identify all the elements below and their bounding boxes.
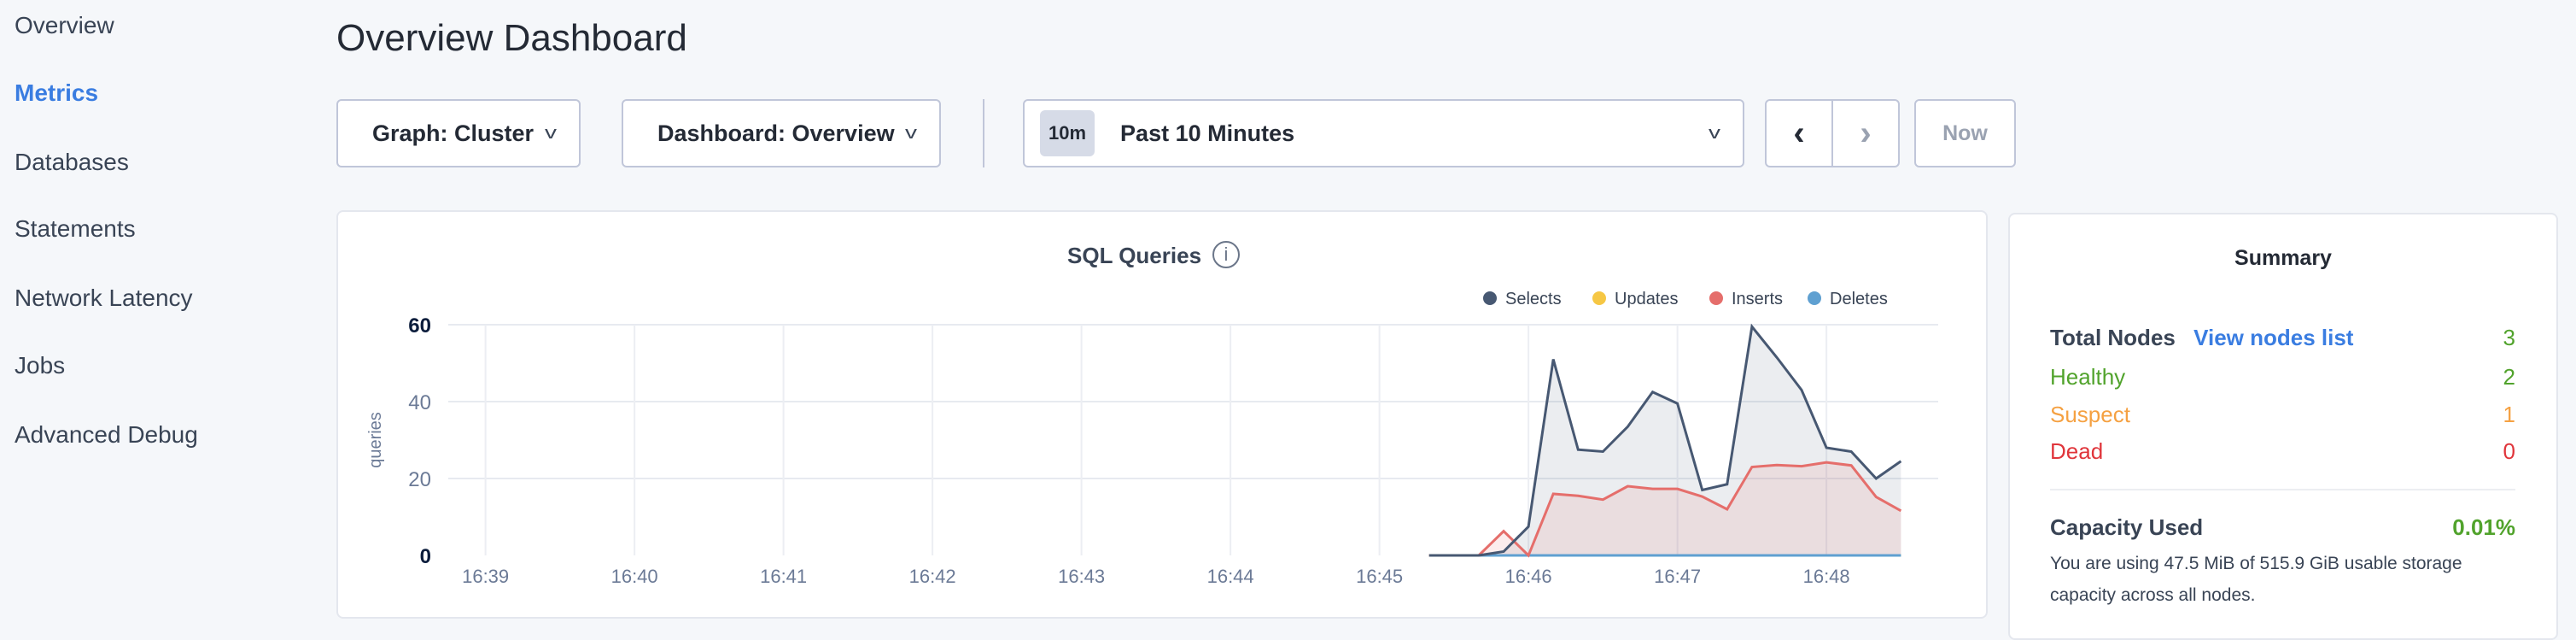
x-tick-label: 16:44 [1207,566,1254,587]
graph-select-label: Graph: Cluster [372,120,534,146]
y-tick-label: 20 [408,468,431,491]
time-nav-group: ‹ › [1765,99,1900,167]
chevron-left-icon[interactable]: ‹ [1767,101,1833,166]
sidebar-item-network-latency[interactable]: Network Latency [15,285,193,311]
toolbar-divider [983,99,984,167]
time-range-select[interactable]: 10m Past 10 Minutes v [1023,99,1744,167]
y-axis-label: queries [366,412,385,468]
now-button[interactable]: Now [1914,99,2016,167]
chevron-down-icon: v [545,123,557,143]
x-tick-label: 16:41 [760,566,807,587]
dead-label: Dead [2050,438,2104,464]
time-range-label: Past 10 Minutes [1120,120,1295,146]
sidebar-item-jobs[interactable]: Jobs [15,352,66,379]
sidebar-item-metrics[interactable]: Metrics [15,79,99,106]
capacity-value: 0.01% [2452,514,2515,540]
x-tick-label: 16:46 [1505,566,1552,587]
legend-label-deletes: Deletes [1830,290,1888,308]
time-badge: 10m [1040,110,1095,156]
x-tick-label: 16:45 [1356,566,1403,587]
dashboard-select[interactable]: Dashboard: Overview v [622,99,941,167]
sidebar-item-databases[interactable]: Databases [15,149,129,175]
selects-line [1428,323,1902,557]
legend-dot-inserts [1709,291,1723,305]
dashboard-select-label: Dashboard: Overview [657,120,895,146]
legend-label-selects: Selects [1505,290,1562,308]
capacity-row: Capacity Used 0.01% [2050,514,2515,541]
view-nodes-link[interactable]: View nodes list [2193,325,2354,350]
x-tick-label: 16:39 [462,566,509,587]
healthy-row: Healthy 2 [2050,364,2515,390]
x-tick-label: 16:47 [1654,566,1701,587]
summary-title: Summary [2234,246,2332,270]
summary-divider [2050,489,2515,490]
sidebar-item-advanced-debug[interactable]: Advanced Debug [15,421,198,448]
suspect-value: 1 [2503,402,2515,427]
healthy-label: Healthy [2050,364,2126,390]
legend-dot-selects [1483,291,1497,305]
total-nodes-value: 3 [2503,325,2515,350]
capacity-label: Capacity Used [2050,514,2204,540]
chevron-down-icon: v [905,123,917,143]
legend-dot-updates [1592,291,1606,305]
x-tick-label: 16:40 [611,566,658,587]
sidebar-item-statements[interactable]: Statements [15,215,136,242]
legend-dot-deletes [1808,291,1821,305]
summary-card [2008,213,2558,640]
inserts-line [1428,461,1902,558]
y-tick-label: 0 [420,545,431,568]
x-tick-label: 16:43 [1058,566,1105,587]
capacity-text-1: You are using 47.5 MiB of 515.9 GiB usab… [2050,554,2462,573]
total-nodes-label: Total Nodes [2050,325,2176,350]
dead-row: Dead 0 [2050,438,2515,465]
chart-title: SQL Queries [1067,243,1202,268]
total-nodes-row: Total Nodes View nodes list 3 [2050,325,2515,351]
sidebar-item-overview[interactable]: Overview [15,12,114,38]
y-tick-label: 60 [408,314,431,338]
selects-area [1428,326,1901,555]
capacity-text-2: capacity across all nodes. [2050,585,2256,605]
legend-label-updates: Updates [1615,290,1679,308]
suspect-label: Suspect [2050,402,2130,427]
info-icon[interactable]: i [1212,241,1240,268]
inserts-area [1428,462,1901,555]
chevron-down-icon: v [1709,123,1720,143]
x-tick-label: 16:42 [909,566,956,587]
suspect-row: Suspect 1 [2050,402,2515,428]
legend-label-inserts: Inserts [1732,290,1783,308]
graph-select[interactable]: Graph: Cluster v [336,99,581,167]
page-title: Overview Dashboard [336,17,687,59]
x-tick-label: 16:48 [1803,566,1850,587]
healthy-value: 2 [2503,364,2515,390]
sql-queries-card [336,210,1988,619]
sql-queries-chart: 0 20 40 60 16:39 16:40 16:41 16:42 16:43 16:44 16:… [366,290,1938,587]
chevron-right-icon[interactable]: › [1860,114,1872,152]
dead-value: 0 [2503,438,2515,464]
y-tick-label: 40 [408,391,431,414]
